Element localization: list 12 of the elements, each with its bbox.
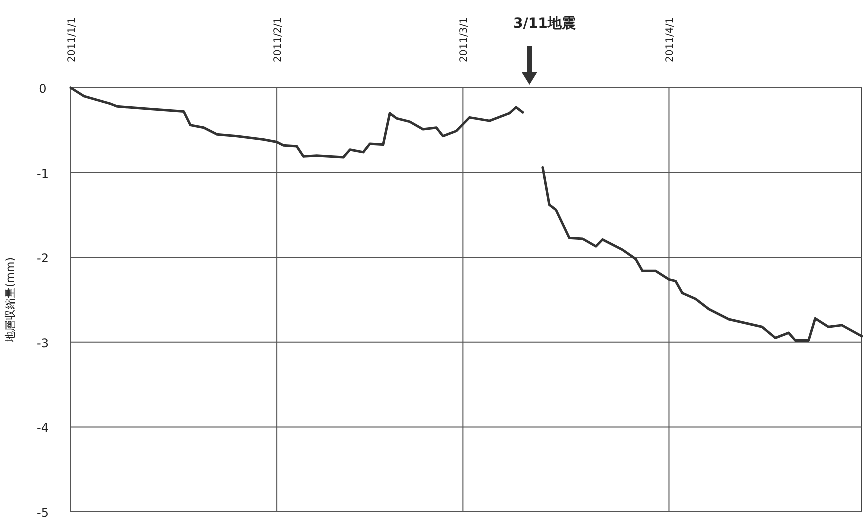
- y-axis-title: 地層収縮量(mm): [4, 257, 17, 344]
- x-tick-label: 2011/4/1: [665, 18, 676, 62]
- y-tick-label: -2: [37, 252, 49, 266]
- x-tick-label: 2011/1/1: [67, 18, 78, 62]
- y-tick-label: -1: [37, 166, 49, 181]
- x-tick-label: 2011/2/1: [273, 18, 284, 62]
- text: 3/11地震: [513, 16, 576, 32]
- y-tick-label: -4: [37, 421, 49, 436]
- x-tick-label: 2011/3/1: [459, 18, 470, 62]
- y-tick-label: -5: [37, 506, 49, 520]
- y-tick-label: -3: [37, 336, 49, 350]
- y-tick-label: 0: [39, 82, 47, 96]
